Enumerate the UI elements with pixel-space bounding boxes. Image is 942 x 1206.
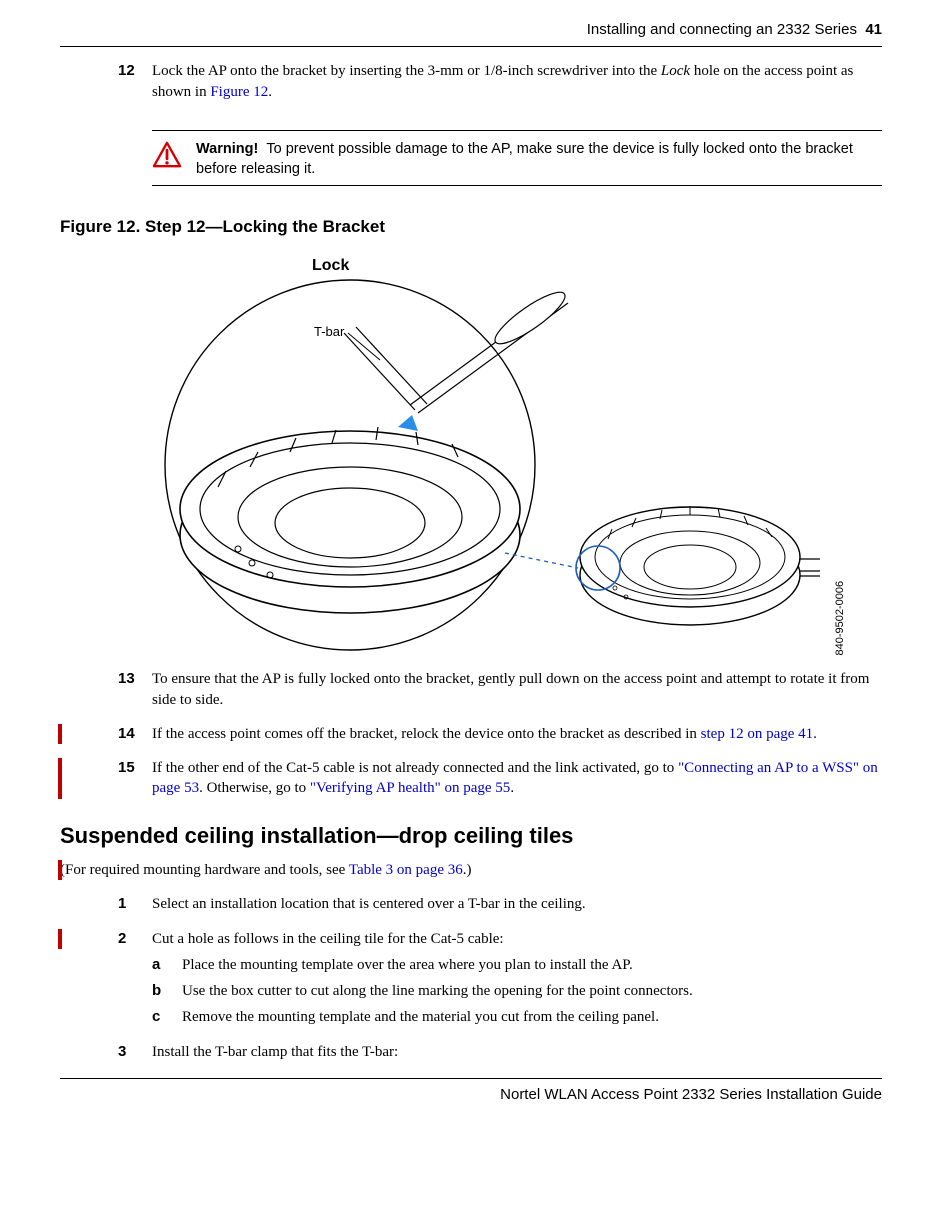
step-3: 3 Install the T-bar clamp that fits the … bbox=[118, 1042, 882, 1062]
page-number: 41 bbox=[865, 21, 882, 38]
figure-partnum: 840-9502-0006 bbox=[833, 581, 848, 656]
step-body: If the other end of the Cat-5 cable is n… bbox=[152, 758, 882, 799]
step-body: To ensure that the AP is fully locked on… bbox=[152, 669, 882, 710]
table-3-link[interactable]: Table 3 on page 36 bbox=[349, 862, 463, 878]
header-title: Installing and connecting an 2332 Series bbox=[587, 21, 857, 38]
text: . bbox=[510, 780, 514, 796]
running-header: Installing and connecting an 2332 Series… bbox=[60, 20, 882, 40]
step-number: 13 bbox=[118, 669, 152, 710]
step-1: 1 Select an installation location that i… bbox=[118, 894, 882, 914]
substep-body: Place the mounting template over the are… bbox=[182, 955, 633, 975]
step-number: 15 bbox=[118, 758, 152, 799]
substep-letter: b bbox=[152, 981, 182, 1001]
figure-12: Lock T-bar 840-9502-0006 bbox=[160, 255, 840, 655]
figure-12-link[interactable]: Figure 12 bbox=[210, 84, 268, 100]
step-13: 13 To ensure that the AP is fully locked… bbox=[118, 669, 882, 710]
substep-body: Remove the mounting template and the mat… bbox=[182, 1007, 659, 1027]
text: If the other end of the Cat-5 cable is n… bbox=[152, 760, 678, 776]
step-body: Install the T-bar clamp that fits the T-… bbox=[152, 1042, 882, 1062]
step-2: 2 Cut a hole as follows in the ceiling t… bbox=[118, 929, 882, 949]
footer-text: Nortel WLAN Access Point 2332 Series Ins… bbox=[60, 1085, 882, 1105]
warning-body: To prevent possible damage to the AP, ma… bbox=[196, 141, 853, 177]
change-bar bbox=[58, 758, 62, 799]
section-intro: (For required mounting hardware and tool… bbox=[60, 860, 882, 880]
text: . bbox=[813, 726, 817, 742]
step-number: 1 bbox=[118, 894, 152, 914]
section-heading: Suspended ceiling installation—drop ceil… bbox=[60, 821, 882, 851]
step-number: 3 bbox=[118, 1042, 152, 1062]
text: . Otherwise, go to bbox=[199, 780, 310, 796]
text: .) bbox=[463, 862, 472, 878]
substep-body: Use the box cutter to cut along the line… bbox=[182, 981, 693, 1001]
warning-top-rule bbox=[152, 130, 882, 131]
change-bar bbox=[58, 929, 62, 949]
substep-c: c Remove the mounting template and the m… bbox=[152, 1007, 882, 1027]
warning-block: Warning! To prevent possible damage to t… bbox=[152, 130, 882, 187]
step-body: Cut a hole as follows in the ceiling til… bbox=[152, 929, 882, 949]
substep-b: b Use the box cutter to cut along the li… bbox=[152, 981, 882, 1001]
warning-bottom-rule bbox=[152, 185, 882, 186]
text: (For required mounting hardware and tool… bbox=[60, 862, 349, 878]
text: If the access point comes off the bracke… bbox=[152, 726, 701, 742]
text: . bbox=[268, 84, 272, 100]
step-number: 14 bbox=[118, 724, 152, 744]
change-bar bbox=[58, 860, 62, 880]
warning-icon bbox=[152, 141, 182, 169]
step-15: 15 If the other end of the Cat-5 cable i… bbox=[118, 758, 882, 799]
verifying-ap-link[interactable]: "Verifying AP health" on page 55 bbox=[310, 780, 510, 796]
step-12-link[interactable]: step 12 on page 41 bbox=[701, 726, 813, 742]
figure-caption: Figure 12. Step 12—Locking the Bracket bbox=[60, 216, 882, 239]
step-12: 12 Lock the AP onto the bracket by inser… bbox=[118, 61, 882, 102]
warning-row: Warning! To prevent possible damage to t… bbox=[152, 137, 882, 186]
substep-letter: a bbox=[152, 955, 182, 975]
step-body: If the access point comes off the bracke… bbox=[152, 724, 882, 744]
section-intro-row: (For required mounting hardware and tool… bbox=[60, 860, 882, 880]
header-rule bbox=[60, 46, 882, 47]
figure-svg bbox=[160, 255, 840, 655]
tbar-label: T-bar bbox=[314, 323, 344, 341]
warning-label: Warning! bbox=[196, 141, 258, 157]
step-14: 14 If the access point comes off the bra… bbox=[118, 724, 882, 744]
substep-letter: c bbox=[152, 1007, 182, 1027]
warning-text: Warning! To prevent possible damage to t… bbox=[196, 139, 878, 180]
footer-rule bbox=[60, 1078, 882, 1079]
substep-a: a Place the mounting template over the a… bbox=[152, 955, 882, 975]
step-body: Select an installation location that is … bbox=[152, 894, 882, 914]
change-bar bbox=[58, 724, 62, 744]
step-number: 12 bbox=[118, 61, 152, 102]
text: Lock the AP onto the bracket by insertin… bbox=[152, 63, 661, 79]
lock-italic: Lock bbox=[661, 63, 690, 79]
lock-label: Lock bbox=[312, 255, 349, 277]
content: 12 Lock the AP onto the bracket by inser… bbox=[60, 61, 882, 186]
step-body: Lock the AP onto the bracket by insertin… bbox=[152, 61, 882, 102]
step-number: 2 bbox=[118, 929, 152, 949]
